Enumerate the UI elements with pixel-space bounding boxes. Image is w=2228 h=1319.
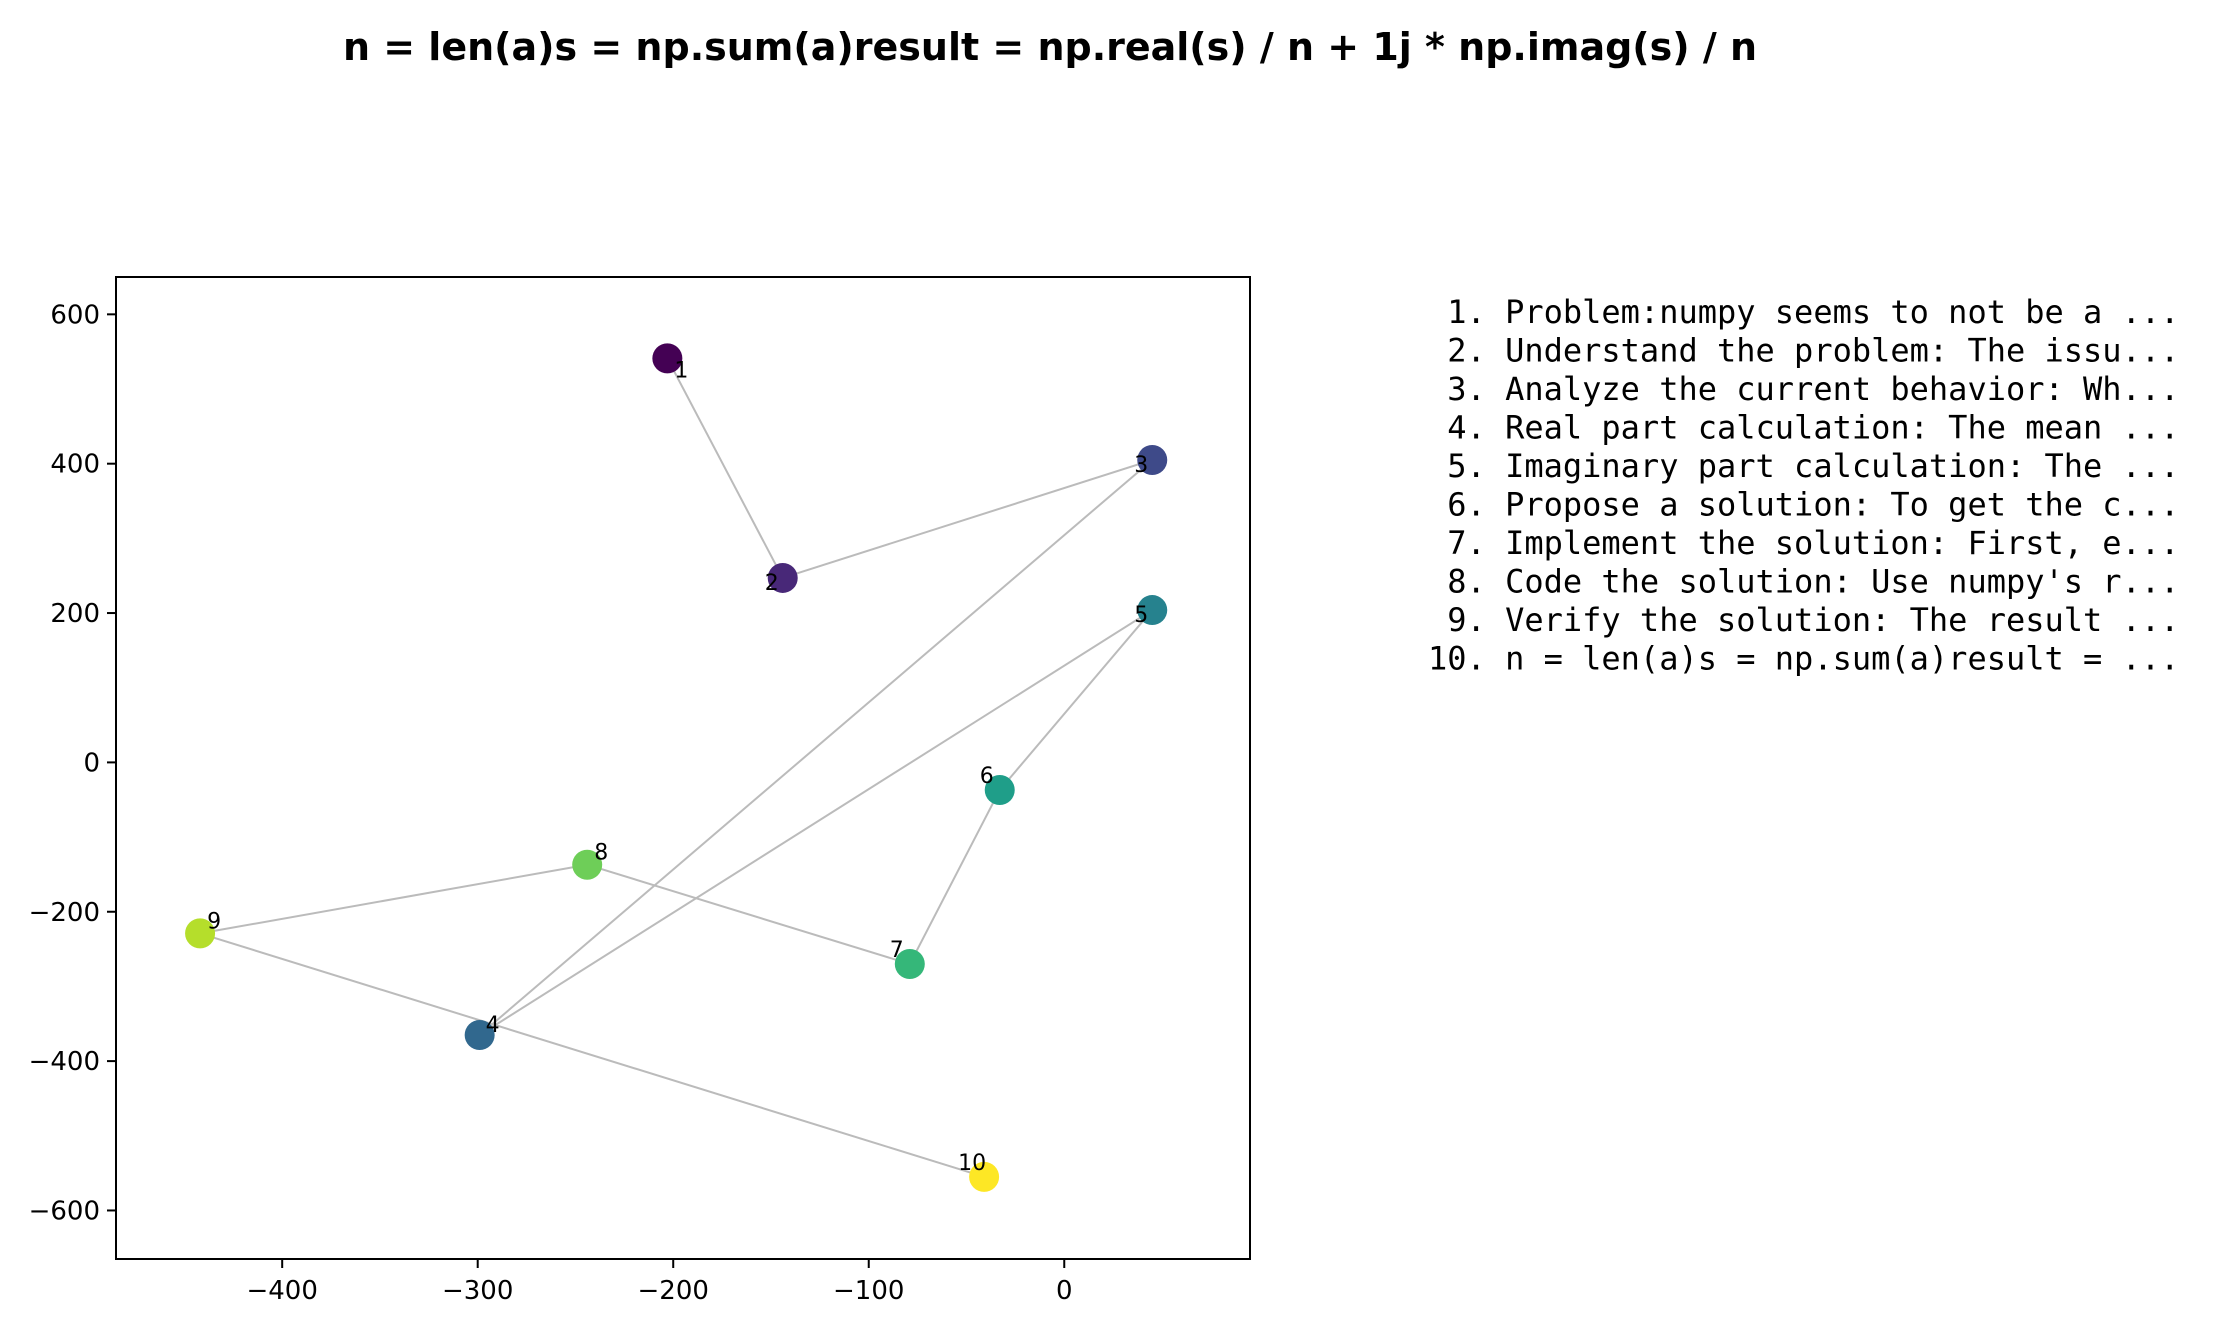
path-segment <box>782 459 1153 579</box>
x-tick-label: 0 <box>1056 1276 1073 1306</box>
point-label-1: 1 <box>674 358 688 383</box>
path-segment <box>998 609 1154 791</box>
y-tick-label: −200 <box>29 898 100 928</box>
legend-item: 7. Implement the solution: First, e... <box>1428 524 2179 562</box>
point-marker-8 <box>572 849 603 880</box>
axes-frame <box>115 276 1251 1260</box>
step-legend: 1. Problem:numpy seems to not be a ... 2… <box>1428 293 2179 678</box>
point-label-8: 8 <box>594 841 608 866</box>
point-marker-2 <box>767 562 798 593</box>
point-label-2: 2 <box>765 571 779 596</box>
y-tick-label: −400 <box>29 1047 100 1077</box>
point-label-6: 6 <box>980 764 994 789</box>
chart-title: n = len(a)s = np.sum(a)result = np.real(… <box>343 25 1757 69</box>
x-tick-label: −400 <box>246 1276 317 1306</box>
point-marker-6 <box>984 775 1015 806</box>
y-tick-label: 400 <box>50 450 100 480</box>
path-segment <box>908 789 1001 965</box>
plot-area: −400 −300 −200 −100 0 600 400 200 0 −200 −400 −600 1… <box>29 276 1251 1306</box>
x-tick-label: −300 <box>442 1276 513 1306</box>
point-label-4: 4 <box>486 1013 500 1038</box>
legend-item: 10. n = len(a)s = np.sum(a)result = ... <box>1428 640 2179 678</box>
path-segment <box>479 609 1153 1036</box>
point-marker-1 <box>652 343 683 374</box>
point-label-3: 3 <box>1134 453 1148 478</box>
path-segment <box>479 459 1153 1036</box>
path-segment <box>666 357 784 579</box>
point-marker-9 <box>185 918 216 949</box>
legend-item: 3. Analyze the current behavior: Wh... <box>1428 370 2179 408</box>
legend-item: 5. Imaginary part calculation: The ... <box>1428 447 2179 485</box>
legend-item: 6. Propose a solution: To get the c... <box>1428 486 2179 524</box>
point-marker-4 <box>464 1019 495 1050</box>
legend-item: 1. Problem:numpy seems to not be a ... <box>1428 293 2179 331</box>
point-label-5: 5 <box>1134 603 1148 628</box>
point-marker-3 <box>1137 444 1168 475</box>
y-tick-label: 200 <box>50 599 100 629</box>
path-segment <box>586 863 911 965</box>
path-segment <box>199 863 588 935</box>
legend-item: 2. Understand the problem: The issu... <box>1428 332 2179 370</box>
point-label-9: 9 <box>207 909 221 934</box>
y-tick-label: −600 <box>29 1196 100 1226</box>
point-marker-7 <box>894 949 925 980</box>
path-segment <box>199 932 985 1178</box>
point-marker-5 <box>1137 595 1168 626</box>
legend-item: 8. Code the solution: Use numpy's r... <box>1428 563 2179 601</box>
y-tick-label: 600 <box>50 300 100 330</box>
x-tick-label: −100 <box>833 1276 904 1306</box>
point-marker-10 <box>969 1161 1000 1192</box>
y-tick-label: 0 <box>83 748 100 778</box>
legend-item: 4. Real part calculation: The mean ... <box>1428 409 2179 447</box>
x-tick-label: −200 <box>638 1276 709 1306</box>
point-label-7: 7 <box>890 938 904 963</box>
legend-item: 9. Verify the solution: The result ... <box>1428 601 2179 639</box>
point-label-10: 10 <box>958 1151 986 1176</box>
